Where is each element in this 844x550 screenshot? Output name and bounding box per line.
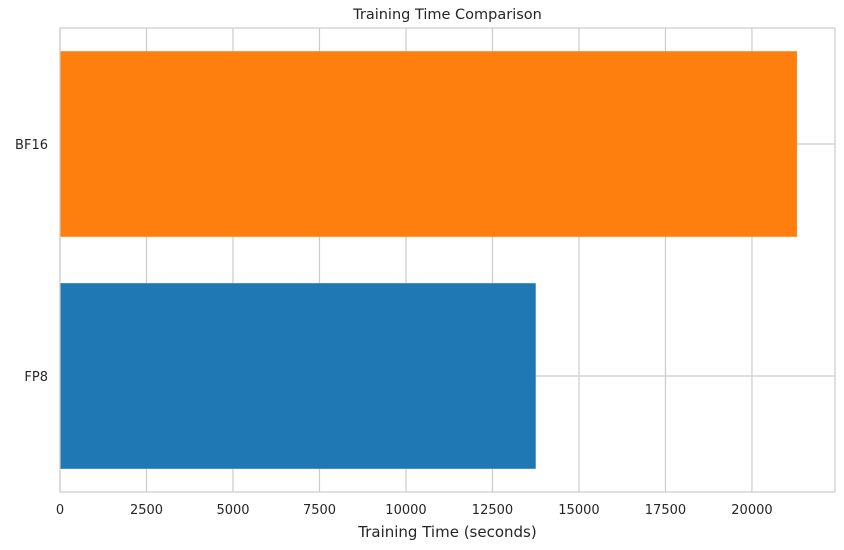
x-tick-label: 17500 [645, 503, 686, 518]
bar-bf16 [60, 51, 797, 237]
y-tick-label: BF16 [15, 138, 48, 153]
tick-labels: FP8 BF16 0 2500 5000 7500 10000 12500 15000 17500… [15, 138, 773, 518]
bar-fp8 [60, 283, 536, 469]
chart-title: Training Time Comparison [352, 7, 542, 23]
x-tick-label: 0 [56, 503, 64, 518]
x-tick-label: 20000 [731, 503, 772, 518]
x-tick-label: 15000 [558, 503, 599, 518]
x-axis-label: Training Time (seconds) [357, 523, 536, 541]
y-tick-label: FP8 [24, 370, 48, 385]
x-tick-label: 12500 [472, 503, 513, 518]
x-tick-label: 5000 [216, 503, 249, 518]
x-tick-label: 2500 [130, 503, 163, 518]
plot-frame [59, 27, 836, 493]
x-tick-label: 10000 [385, 503, 426, 518]
x-tick-label: 7500 [303, 503, 336, 518]
bars [60, 51, 797, 469]
